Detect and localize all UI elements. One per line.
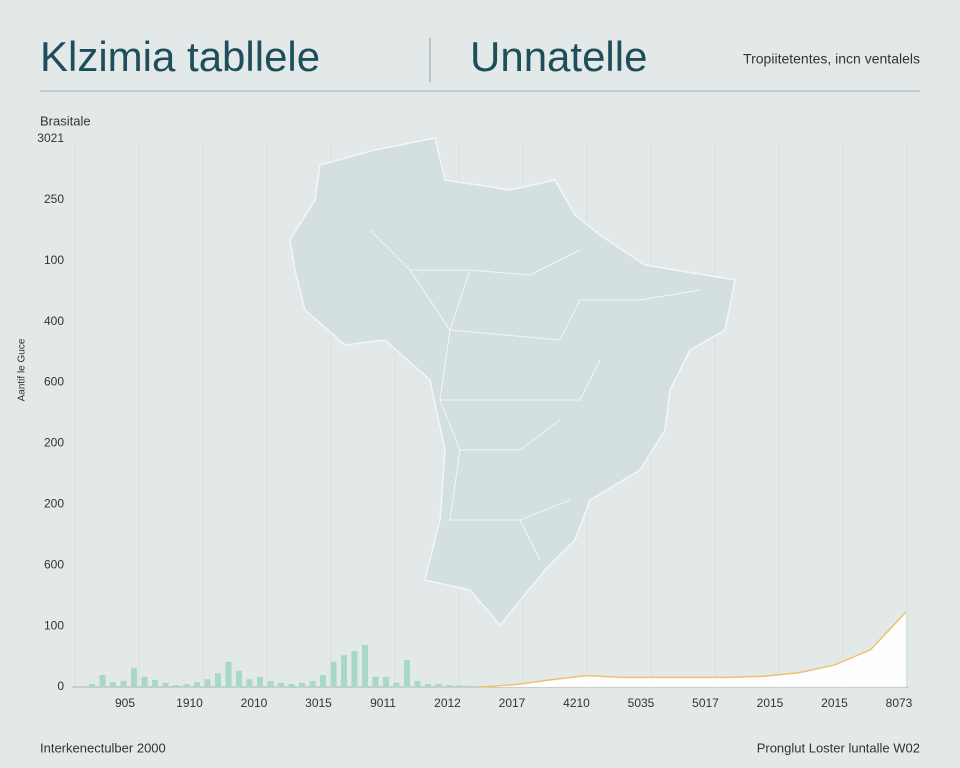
- x-tick-label: 2012: [434, 696, 461, 710]
- y-tick-label: 100: [44, 618, 64, 632]
- y-tick-label: 3021: [37, 131, 64, 145]
- map-borders: [369, 229, 701, 561]
- bar: [435, 684, 442, 687]
- x-tick-label: 2017: [499, 696, 526, 710]
- x-tick-label: 905: [115, 696, 135, 710]
- map: [289, 137, 736, 627]
- bar: [152, 679, 158, 687]
- y-tick-label: 0: [57, 679, 64, 693]
- bar: [351, 651, 358, 687]
- chart-title: Klzimia tabllele: [40, 33, 320, 80]
- bar: [204, 679, 211, 687]
- x-tick-label: 1910: [176, 696, 203, 710]
- y-tick-label: 200: [44, 436, 64, 450]
- bar: [330, 661, 337, 687]
- bar: [362, 645, 368, 687]
- footer-left: Interkenectulber 2000: [40, 740, 166, 755]
- bar: [299, 682, 305, 687]
- bar: [372, 676, 379, 687]
- bar: [173, 685, 179, 687]
- x-tick-label: 4210: [563, 696, 590, 710]
- y-tick-label: 600: [44, 557, 64, 571]
- bar: [288, 684, 295, 687]
- bar: [456, 685, 463, 687]
- bar: [446, 685, 452, 687]
- bar: [404, 660, 410, 687]
- y-tick-label: 250: [44, 192, 64, 206]
- bar: [246, 679, 253, 687]
- line: [479, 611, 907, 688]
- x-tick-label: 8073: [886, 696, 913, 710]
- bar: [110, 682, 116, 687]
- y-tick-label: 400: [44, 314, 64, 328]
- subtitle: Tropiitetentes, incn ventalels: [743, 51, 920, 67]
- bar: [278, 682, 284, 687]
- y-tick-label: 200: [44, 497, 64, 511]
- bar: [215, 673, 221, 687]
- x-tick-label: 2010: [241, 696, 268, 710]
- bar: [225, 661, 232, 687]
- x-tick-label: 5017: [692, 696, 719, 710]
- x-tick-label: 2015: [821, 696, 848, 710]
- bar: [341, 655, 347, 687]
- bar: [141, 676, 148, 687]
- bar: [309, 681, 316, 687]
- bar: [414, 681, 421, 687]
- panel-label: Brasitale: [40, 113, 91, 128]
- x-tick-label: 3015: [305, 696, 332, 710]
- bar: [425, 684, 431, 687]
- bar: [89, 684, 95, 687]
- bar: [194, 682, 200, 687]
- bar: [320, 675, 326, 687]
- bar: [236, 670, 242, 687]
- bar: [393, 682, 400, 687]
- bar: [267, 681, 274, 687]
- bar: [120, 681, 127, 687]
- bar: [467, 685, 473, 687]
- map-shape: [289, 137, 736, 627]
- line-area: [480, 612, 906, 687]
- x-tick-label: 5035: [628, 696, 655, 710]
- bar: [131, 667, 137, 687]
- y-tick-label: 600: [44, 375, 64, 389]
- bar: [183, 684, 190, 687]
- bar: [99, 675, 106, 687]
- footer-right: Pronglut Loster luntalle W02: [757, 740, 920, 755]
- bar: [383, 676, 389, 687]
- x-tick-label: 2015: [757, 696, 784, 710]
- chart-title-2: Unnatelle: [470, 33, 647, 80]
- y-tick-label: 100: [44, 253, 64, 267]
- bar: [257, 676, 263, 687]
- bar: [162, 682, 169, 687]
- x-tick-label: 9011: [370, 696, 396, 710]
- y-axis-label: Aantif le Guce: [17, 338, 28, 401]
